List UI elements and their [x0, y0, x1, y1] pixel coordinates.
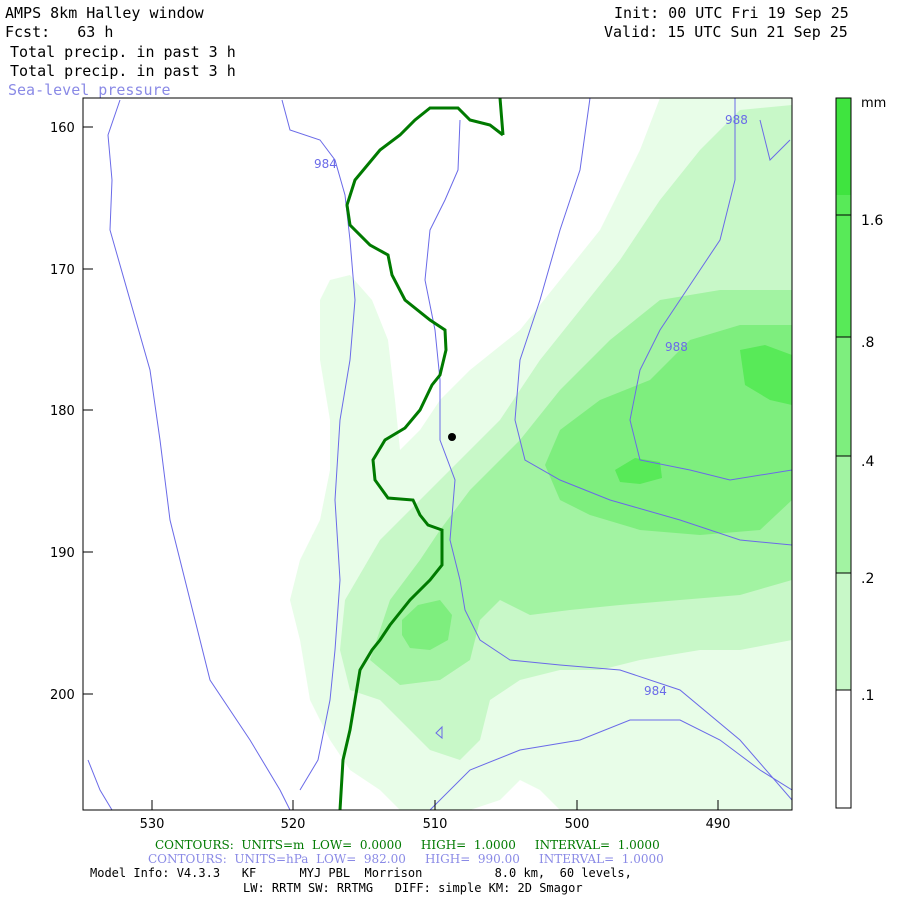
forecast-hour: Fcst: 63 h — [5, 23, 114, 41]
pressure-contours — [87, 98, 792, 810]
map-title: AMPS 8km Halley window — [5, 4, 204, 22]
footer-contour-info-hpa: CONTOURS: UNITS=hPa LOW= 982.00 HIGH= 99… — [148, 852, 664, 866]
precip-shading — [290, 98, 792, 810]
valid-time: Valid: 15 UTC Sun 21 Sep 25 — [604, 23, 848, 41]
contour-label: 984 — [314, 157, 337, 171]
field-label-precip-2: Total precip. in past 3 h — [10, 62, 236, 80]
coastline-contour — [338, 98, 505, 810]
plot-frame — [82, 97, 793, 811]
y-tick-label: 180 — [50, 404, 75, 419]
colorbar-label: .1 — [861, 688, 874, 704]
colorbar-label: .4 — [861, 454, 874, 470]
footer-contour-info-m: CONTOURS: UNITS=m LOW= 0.0000 HIGH= 1.00… — [155, 838, 660, 852]
isobar-985 — [514, 98, 792, 546]
contour-label: 984 — [644, 684, 667, 698]
map-figure: 984 988 988 984 160 170 180 190 200 530 … — [50, 96, 886, 832]
field-label-precip-1: Total precip. in past 3 h — [10, 43, 236, 61]
contour-label: 988 — [665, 340, 688, 354]
x-tick-label: 490 — [706, 817, 731, 832]
x-tick-label: 500 — [565, 817, 590, 832]
precip-level-1b — [312, 528, 330, 562]
y-tick-label: 170 — [50, 263, 75, 278]
y-axis-labels: 160 170 180 190 200 — [50, 121, 75, 703]
isobar-ne — [759, 119, 791, 161]
colorbar-label: .8 — [861, 335, 874, 351]
y-tick-label: 200 — [50, 688, 75, 703]
x-tick-label: 520 — [281, 817, 306, 832]
precip-level-4b — [402, 600, 452, 650]
footer-model-info: Model Info: V4.3.3 KF MYJ PBL Morrison 8… — [90, 866, 632, 880]
colorbar-label: 1.6 — [861, 213, 883, 229]
colorbar-label: .2 — [861, 571, 874, 587]
colorbar-unit: mm — [861, 96, 886, 111]
axis-ticks — [83, 126, 719, 810]
contour-label: 988 — [725, 113, 748, 127]
isobar-988 — [629, 98, 792, 481]
footer-physics-info: LW: RRTM SW: RRTMG DIFF: simple KM: 2D S… — [243, 881, 583, 895]
precip-level-5b — [740, 345, 792, 405]
isobar-sw — [87, 759, 113, 810]
x-tick-label: 530 — [140, 817, 165, 832]
precip-level-5 — [615, 458, 662, 484]
init-time: Init: 00 UTC Fri 19 Sep 25 — [614, 4, 849, 22]
colorbar: mm 1.6 .8 .4 .2 .1 — [835, 96, 886, 809]
halley-station-marker — [448, 433, 456, 441]
field-label-slp: Sea-level pressure — [8, 81, 171, 99]
isobar-central — [424, 119, 792, 801]
isobar-west — [107, 99, 291, 810]
x-axis-labels: 530 520 510 500 490 — [140, 817, 731, 832]
x-tick-label: 510 — [423, 817, 448, 832]
y-tick-label: 160 — [50, 121, 75, 136]
small-contour-marker — [435, 725, 443, 740]
isobar-984-north — [281, 99, 356, 791]
isobar-south — [429, 719, 792, 810]
plot-area: 984 988 988 984 — [83, 98, 792, 810]
y-tick-label: 190 — [50, 546, 75, 561]
precip-level-4 — [545, 325, 792, 535]
